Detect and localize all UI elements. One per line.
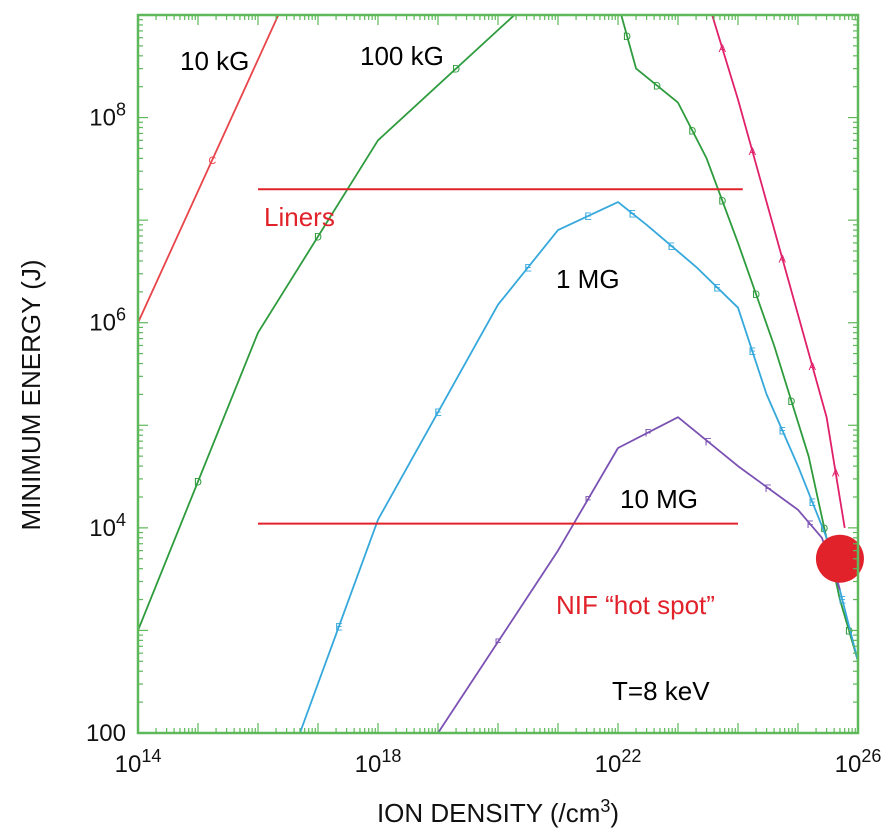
plot-frame [136, 13, 860, 735]
x-axis-title: ION DENSITY (/cm3) [377, 796, 619, 828]
series-marker-2: D [314, 231, 322, 243]
series-marker-5: A [779, 253, 787, 265]
series-marker-3: E [434, 407, 441, 419]
series-line-4 [437, 416, 841, 733]
y-tick-label-4: 108 [89, 100, 126, 132]
series-marker-4: F [585, 494, 592, 506]
annotation-1mg: 1 MG [556, 264, 620, 294]
series-marker-3: E [668, 241, 675, 253]
series-marker-3: E [779, 425, 786, 437]
series-marker-2: D [572, 0, 580, 7]
y-tick-label-1: 100 [86, 720, 126, 747]
annotation-nif-hot-spot: NIF “hot spot” [556, 590, 715, 620]
annotation-10kg: 10 kG [180, 46, 249, 76]
series-marker-1: C [208, 155, 216, 167]
y-axis-title: MINIMUM ENERGY (J) [16, 259, 46, 530]
series-marker-4: F [705, 437, 712, 449]
series-marker-5: A [809, 361, 817, 373]
series-marker-3: E [524, 262, 531, 274]
series-marker-3: E [839, 595, 846, 607]
reference-lines [258, 188, 743, 525]
series-marker-2: D [845, 625, 853, 637]
series-marker-4: F [807, 519, 814, 531]
hot-spot-marker [815, 534, 864, 583]
series-marker-3: E [749, 346, 756, 358]
x-tick-label-3: 1022 [595, 746, 642, 778]
x-tick-label-1: 1014 [115, 746, 162, 778]
series-marker-2: D [718, 196, 726, 208]
plot-background [138, 15, 858, 733]
series-marker-5: A [749, 146, 757, 158]
y-tick-label-3: 106 [89, 305, 126, 337]
annotation-100kg: 100 kG [360, 41, 444, 71]
series-marker-2: D [820, 523, 828, 535]
x-tick-label-4: 1026 [835, 746, 882, 778]
annotation-10mg: 10 MG [620, 484, 698, 514]
plot-area [138, 15, 858, 733]
series-marker-3: E [713, 282, 720, 294]
series-marker-4: F [645, 428, 652, 440]
series-marker-3: E [584, 211, 591, 223]
series-line-3 [299, 201, 858, 733]
series-marker-5: A [719, 43, 727, 55]
series-marker-5: A [832, 468, 840, 480]
series-line-1 [138, 15, 280, 324]
series-line-5 [711, 15, 846, 529]
series-marker-2: D [452, 64, 460, 76]
series-marker-2: D [752, 289, 760, 301]
x-tick-label-2: 1018 [355, 746, 402, 778]
series-marker-2: D [787, 396, 795, 408]
tick-labels: 1014 1018 1022 1026 100 104 106 108 [86, 100, 881, 778]
frame-ticks [137, 15, 858, 734]
series-marker-3: E [809, 497, 816, 509]
annotation-temperature: T=8 keV [612, 676, 710, 706]
y-tick-label-2: 104 [89, 510, 126, 542]
series-marker-3: E [629, 208, 636, 220]
series-line-2 [138, 15, 858, 662]
annotation-liners: Liners [264, 202, 335, 232]
marker-layer [815, 534, 864, 583]
series-marker-2: D [688, 125, 696, 137]
series-marker-4: F [765, 483, 772, 495]
series-marker-2: D [653, 81, 661, 93]
series-marker-2: D [194, 477, 202, 489]
series-marker-2: D [623, 31, 631, 43]
series-marker-4: F [495, 637, 502, 649]
series-marker-3: E [335, 621, 342, 633]
